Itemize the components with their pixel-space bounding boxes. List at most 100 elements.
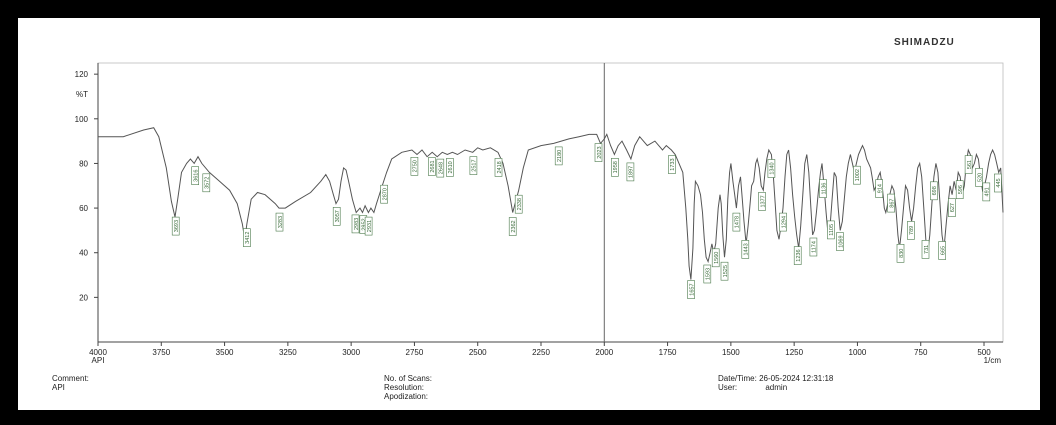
peak-label-box bbox=[732, 212, 741, 232]
peak-label: 3616 bbox=[191, 166, 200, 185]
peak-label-text: 3616 bbox=[194, 170, 200, 182]
peak-label-text: 731 bbox=[924, 245, 930, 254]
peak-label-box bbox=[351, 214, 360, 234]
peak-label: 1377 bbox=[758, 192, 766, 211]
scans-label: No. of Scans: bbox=[384, 374, 433, 383]
peak-label-text: 2952 bbox=[362, 218, 368, 230]
y-axis-title: %T bbox=[76, 90, 88, 99]
peak-label-box bbox=[364, 216, 373, 236]
peak-label-text: 2870 bbox=[382, 188, 388, 200]
peak-label-box bbox=[975, 168, 983, 187]
series-group bbox=[98, 127, 1004, 280]
peak-label: 596 bbox=[955, 180, 964, 199]
brand-text: SHIMADZU bbox=[894, 37, 955, 48]
peak-label: 2517 bbox=[469, 156, 478, 175]
peak-label: 1136 bbox=[819, 179, 827, 198]
peak-label-box bbox=[955, 180, 964, 199]
apodization-label: Apodization: bbox=[384, 392, 429, 401]
peak-label-box bbox=[767, 159, 776, 178]
datetime-value: 26-05-2024 12:31:18 bbox=[759, 374, 834, 383]
peak-label-text: 1733 bbox=[670, 158, 676, 170]
peak-label: 2610 bbox=[446, 158, 454, 177]
peak-label-text: 1174 bbox=[812, 241, 818, 253]
peak-label: 1525 bbox=[720, 261, 729, 281]
peak-label-box bbox=[494, 158, 503, 177]
peak-label-text: 1478 bbox=[735, 216, 741, 228]
peak-label: 1294 bbox=[779, 212, 787, 232]
peak-label-box bbox=[758, 192, 766, 211]
peak-label: 1897 bbox=[626, 162, 635, 182]
x-tick-label: 3500 bbox=[216, 348, 234, 357]
x-tick-label: 1250 bbox=[785, 348, 803, 357]
peak-label-text: 491 bbox=[985, 187, 991, 196]
peak-label-box bbox=[819, 179, 827, 198]
datetime-label: Date/Time: bbox=[718, 374, 757, 383]
peak-label-box bbox=[711, 248, 720, 268]
resolution-label: Resolution: bbox=[384, 383, 425, 392]
peak-label: 627 bbox=[948, 198, 956, 217]
y-tick-label: 20 bbox=[79, 293, 88, 302]
peak-label-text: 2610 bbox=[448, 161, 454, 173]
peak-label: 445 bbox=[994, 173, 1002, 193]
peak-label: 2870 bbox=[380, 184, 388, 204]
peak-label: 1340 bbox=[767, 159, 776, 178]
peak-label: 3057 bbox=[332, 207, 341, 226]
footer-comment: Comment: API bbox=[52, 374, 89, 392]
y-tick-label: 40 bbox=[79, 249, 88, 258]
peak-label: 1958 bbox=[611, 158, 619, 177]
peak-label: 731 bbox=[921, 240, 930, 259]
peak-label-box bbox=[930, 181, 938, 201]
x-tick-label: 4000 bbox=[89, 348, 107, 357]
peak-label-box bbox=[626, 162, 635, 182]
peak-label-box bbox=[938, 241, 947, 260]
peak-label-box bbox=[191, 166, 199, 185]
peak-label-box bbox=[948, 198, 956, 217]
peak-label-text: 1593 bbox=[706, 268, 712, 280]
peak-label-text: 3412 bbox=[245, 232, 251, 244]
y-tick-label: 120 bbox=[75, 70, 89, 79]
peak-label-text: 2023 bbox=[597, 146, 603, 158]
peak-label-text: 3693 bbox=[174, 220, 180, 232]
peak-label-text: 1525 bbox=[723, 265, 729, 277]
comment-label: Comment: bbox=[52, 374, 89, 383]
peak-label-text: 2180 bbox=[557, 150, 563, 162]
peak-label-box bbox=[380, 184, 388, 204]
peak-label: 520 bbox=[975, 168, 983, 187]
x-tick-label: 3750 bbox=[152, 348, 170, 357]
spectrum-line bbox=[98, 127, 1004, 280]
peak-label: 1002 bbox=[853, 165, 861, 185]
peak-label-text: 2338 bbox=[517, 198, 523, 210]
peak-label-text: 665 bbox=[941, 246, 947, 255]
peak-label-text: 1958 bbox=[613, 161, 619, 173]
shimadzu-logo: SHIMADZU bbox=[894, 37, 955, 48]
peak-label: 789 bbox=[907, 221, 915, 240]
peak-label-text: 830 bbox=[899, 249, 905, 258]
peak-label-box bbox=[171, 216, 180, 236]
peak-label-box bbox=[907, 221, 915, 240]
peak-label-box bbox=[469, 156, 478, 175]
peak-label-box bbox=[275, 212, 284, 232]
peak-label: 1105 bbox=[827, 220, 835, 240]
peak-label: 830 bbox=[896, 244, 905, 263]
peak-label-text: 1069 bbox=[838, 235, 844, 247]
peak-label-text: 2931 bbox=[367, 220, 373, 232]
peak-label-text: 2681 bbox=[430, 160, 436, 172]
peak-label: 2362 bbox=[508, 217, 517, 236]
x-axis-sublabel: API bbox=[92, 356, 105, 365]
peak-label-box bbox=[202, 173, 211, 193]
peak-label-text: 1377 bbox=[760, 195, 766, 207]
footer-scan-info: No. of Scans: Resolution: Apodization: bbox=[384, 374, 432, 401]
user-label: User: bbox=[718, 383, 738, 392]
peak-label: 2648 bbox=[436, 158, 445, 178]
peak-label-text: 1340 bbox=[770, 162, 776, 174]
axis-labels-group: 20 40 60 80 100 120 %T 4000 3750 3500 3250 3000 2750… bbox=[75, 70, 1002, 365]
peak-label-text: 2648 bbox=[439, 162, 445, 174]
peak-label-box bbox=[514, 194, 523, 214]
peak-label-box bbox=[594, 143, 603, 162]
peak-label-text: 445 bbox=[996, 178, 1002, 187]
peak-label-text: 914 bbox=[878, 184, 884, 193]
peak-label: 3693 bbox=[171, 216, 180, 236]
peak-label: 1174 bbox=[809, 237, 818, 257]
peak-label: 3283 bbox=[275, 212, 284, 232]
peak-label-box bbox=[827, 220, 835, 240]
